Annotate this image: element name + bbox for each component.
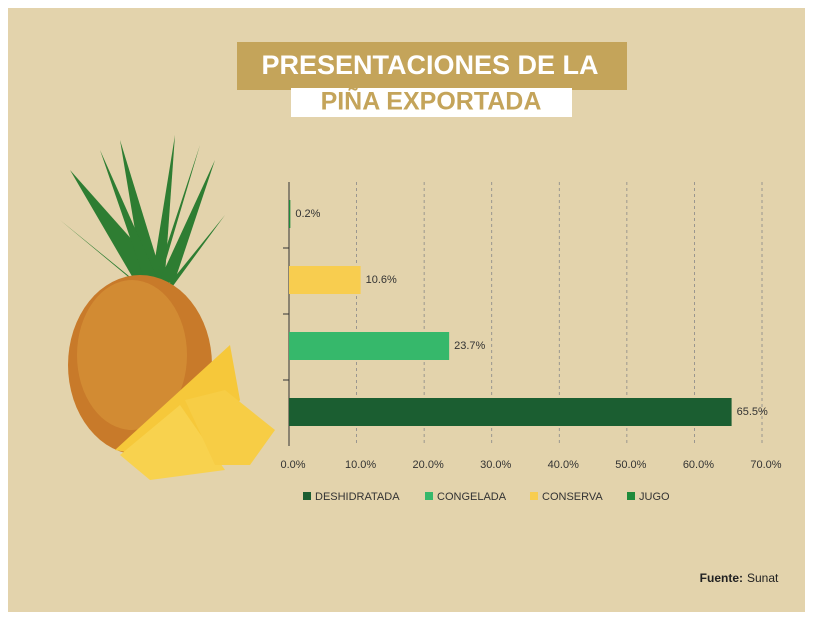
value-label: 0.2% <box>295 208 320 220</box>
legend-label: CONSERVA <box>542 491 603 503</box>
value-label: 23.7% <box>454 340 485 352</box>
source-label: Fuente: <box>700 571 743 585</box>
title-box <box>237 42 627 90</box>
bar <box>289 332 450 360</box>
x-tick-label: 20.0% <box>413 459 444 471</box>
x-tick-label: 60.0% <box>683 459 714 471</box>
x-tick-label: 40.0% <box>548 459 579 471</box>
value-label: 65.5% <box>737 406 768 418</box>
x-tick-label: 10.0% <box>345 459 376 471</box>
legend-label: DESHIDRATADA <box>315 491 400 503</box>
bar <box>289 200 291 228</box>
subtitle-box <box>291 88 572 117</box>
value-label: 10.6% <box>366 274 397 286</box>
x-tick-label: 70.0% <box>750 459 781 471</box>
legend-label: CONGELADA <box>437 491 507 503</box>
x-tick-label: 50.0% <box>615 459 646 471</box>
chart-title: PIÑA EXPORTADA <box>321 86 542 116</box>
legend-swatch <box>425 492 433 500</box>
legend-swatch <box>627 492 635 500</box>
legend-swatch <box>303 492 311 500</box>
bar <box>289 266 361 294</box>
legend-swatch <box>530 492 538 500</box>
pineapple <box>60 135 275 480</box>
x-tick-label: 30.0% <box>480 459 511 471</box>
chart-title: PRESENTACIONES DE LA <box>261 50 598 80</box>
bar <box>289 398 732 426</box>
x-tick-label: 0.0% <box>280 459 305 471</box>
legend-label: JUGO <box>639 491 670 503</box>
source-text: Sunat <box>747 571 779 585</box>
